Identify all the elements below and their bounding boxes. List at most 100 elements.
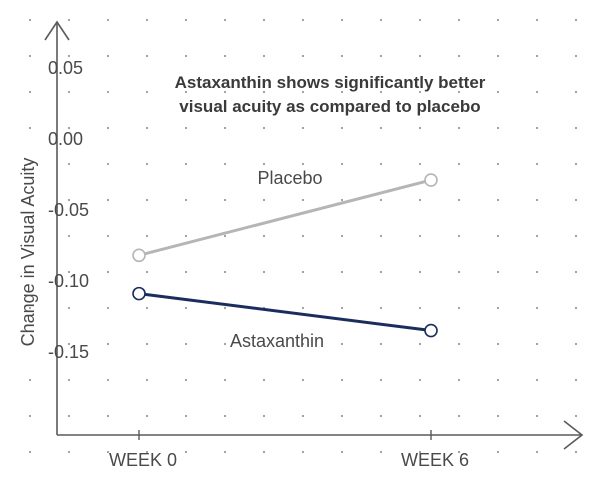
- grid-dot: [574, 306, 578, 310]
- data-point-marker: [132, 286, 146, 301]
- grid-dot: [418, 54, 422, 58]
- grid-dot: [418, 342, 422, 346]
- grid-dot: [184, 378, 188, 382]
- grid-dot: [28, 450, 32, 454]
- grid-dot: [496, 306, 500, 310]
- grid-dot: [574, 270, 578, 274]
- grid-dot: [379, 162, 383, 166]
- grid-dot: [184, 198, 188, 202]
- series-label: Astaxanthin: [230, 331, 324, 351]
- grid-dot: [496, 342, 500, 346]
- grid-dot: [340, 378, 344, 382]
- grid-dot: [145, 54, 149, 58]
- grid-dot: [223, 18, 227, 22]
- grid-dot: [106, 198, 110, 202]
- grid-dot: [340, 342, 344, 346]
- grid-dot: [28, 54, 32, 58]
- grid-dot: [184, 90, 188, 94]
- grid-dot: [262, 18, 266, 22]
- data-point-marker: [132, 248, 146, 263]
- grid-dot: [496, 270, 500, 274]
- grid-dot: [223, 198, 227, 202]
- grid-dot: [418, 414, 422, 418]
- grid-dot: [28, 414, 32, 418]
- grid-dot: [340, 450, 344, 454]
- grid-dot: [184, 270, 188, 274]
- grid-dot: [67, 90, 71, 94]
- grid-dot: [223, 162, 227, 166]
- grid-dot: [574, 90, 578, 94]
- grid-dot: [379, 198, 383, 202]
- grid-dot: [28, 270, 32, 274]
- grid-dot: [145, 306, 149, 310]
- grid-dot: [106, 234, 110, 238]
- grid-dot: [223, 90, 227, 94]
- grid-dot: [301, 378, 305, 382]
- grid-dot: [301, 126, 305, 130]
- grid-dot: [145, 126, 149, 130]
- x-tick-label: WEEK 0: [109, 450, 177, 470]
- grid-dot: [379, 414, 383, 418]
- grid-dot: [184, 162, 188, 166]
- grid-dot: [145, 414, 149, 418]
- grid-dot: [340, 270, 344, 274]
- grid-dot: [535, 270, 539, 274]
- grid-dot: [223, 126, 227, 130]
- grid-dot: [418, 162, 422, 166]
- grid-dot: [28, 126, 32, 130]
- grid-dot: [457, 234, 461, 238]
- grid-dot: [457, 342, 461, 346]
- grid-dot: [496, 54, 500, 58]
- grid-dot: [379, 126, 383, 130]
- grid-dot: [67, 54, 71, 58]
- grid-dot: [574, 450, 578, 454]
- grid-dot: [262, 270, 266, 274]
- grid-dot: [496, 450, 500, 454]
- data-point-marker: [424, 323, 438, 338]
- grid-dot: [106, 18, 110, 22]
- grid-dot: [67, 18, 71, 22]
- x-tick-label: WEEK 6: [401, 450, 469, 470]
- grid-dot: [106, 90, 110, 94]
- grid-dot: [106, 378, 110, 382]
- grid-dot: [145, 378, 149, 382]
- series-label: Placebo: [257, 168, 322, 188]
- grid-dot: [184, 450, 188, 454]
- grid-dot: [418, 270, 422, 274]
- grid-dot: [184, 306, 188, 310]
- grid-dot: [184, 54, 188, 58]
- grid-dot: [340, 126, 344, 130]
- chart-title-line-1: Astaxanthin shows significantly better: [175, 73, 486, 92]
- grid-dot: [145, 450, 149, 454]
- grid-dot: [106, 270, 110, 274]
- grid-dot: [106, 414, 110, 418]
- grid-dot: [301, 414, 305, 418]
- grid-dot: [28, 198, 32, 202]
- grid-dot: [301, 90, 305, 94]
- grid-dot: [340, 306, 344, 310]
- grid-dot: [496, 90, 500, 94]
- grid-dot: [496, 378, 500, 382]
- grid-dot: [574, 198, 578, 202]
- grid-dot: [67, 198, 71, 202]
- grid-dot: [106, 450, 110, 454]
- grid-dot: [418, 306, 422, 310]
- grid-dot: [184, 234, 188, 238]
- grid-dot: [340, 90, 344, 94]
- series-line: [138, 178, 432, 257]
- grid-dot: [67, 270, 71, 274]
- grid-dot: [340, 18, 344, 22]
- series-astaxanthin: Astaxanthin: [132, 286, 438, 351]
- grid-dot: [223, 378, 227, 382]
- grid-dot: [535, 162, 539, 166]
- series-line: [138, 292, 432, 333]
- grid-dot: [418, 18, 422, 22]
- data-point-marker: [424, 173, 438, 187]
- chart-title: Astaxanthin shows significantly better v…: [175, 73, 486, 116]
- grid-dot: [457, 198, 461, 202]
- grid-dot: [457, 450, 461, 454]
- grid-dot: [184, 342, 188, 346]
- grid-dot: [262, 162, 266, 166]
- grid-dot: [457, 378, 461, 382]
